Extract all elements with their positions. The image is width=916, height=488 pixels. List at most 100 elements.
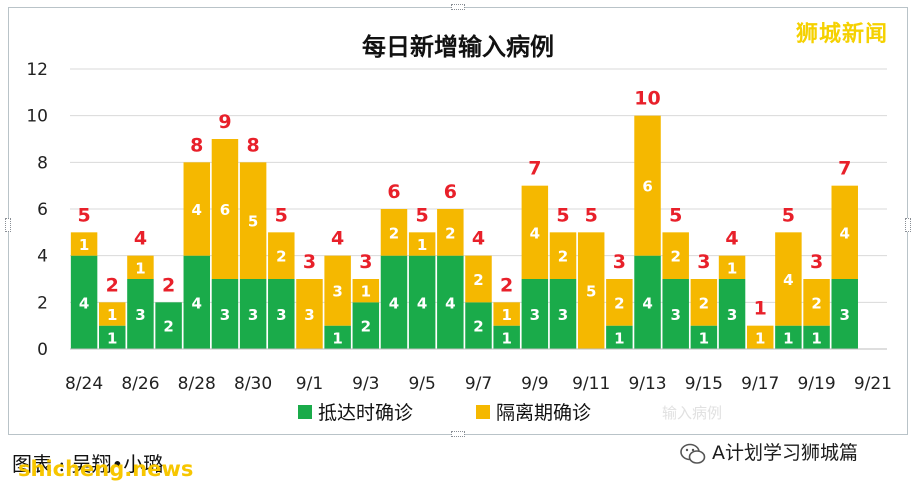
bar-quarantine-9/18: [775, 232, 802, 326]
data-label-total: 5: [556, 204, 569, 226]
data-label-arrival: 1: [783, 329, 793, 347]
data-label-quarantine: 1: [417, 236, 427, 254]
data-label-quarantine: 2: [558, 248, 568, 266]
bar-quarantine-9/17: [746, 325, 774, 349]
bar-quarantine-9/9: [521, 185, 549, 279]
y-tick-label: 12: [26, 60, 48, 80]
y-tick-label: 0: [37, 340, 48, 360]
resize-handle-top[interactable]: [451, 4, 465, 10]
resize-handle-right[interactable]: [905, 218, 911, 232]
data-label-total: 5: [77, 204, 90, 226]
data-label-total: 1: [754, 298, 767, 320]
data-label-total: 3: [697, 251, 710, 273]
wechat-account-name: A计划学习狮城篇: [712, 442, 858, 464]
data-label-quarantine: 2: [670, 248, 680, 266]
bar-arrival-8/24: [70, 255, 98, 349]
y-tick-label: 10: [26, 107, 48, 127]
bar-arrival-9/15: [690, 325, 718, 349]
data-label-quarantine: 1: [107, 306, 117, 324]
y-tick-label: 8: [37, 153, 48, 173]
bar-quarantine-8/31: [268, 232, 295, 279]
x-tick-label: 8/28: [178, 374, 216, 394]
data-label-quarantine: 4: [840, 224, 850, 242]
data-label-arrival: 3: [248, 306, 258, 324]
data-label-quarantine: 2: [445, 224, 455, 242]
data-label-quarantine: 1: [135, 259, 145, 277]
bar-arrival-9/12: [606, 325, 633, 349]
bar-arrival-9/6: [437, 255, 464, 349]
wechat-account: A计划学习狮城篇: [680, 438, 858, 465]
bar-arrival-9/9: [521, 279, 549, 349]
bar-quarantine-9/13: [634, 115, 661, 256]
data-label-quarantine: 2: [276, 248, 286, 266]
bar-quarantine-9/10: [549, 232, 577, 279]
bar-arrival-9/3: [352, 302, 380, 349]
data-label-arrival: 3: [670, 306, 680, 324]
data-label-arrival: 3: [135, 306, 145, 324]
bar-quarantine-9/12: [606, 279, 633, 326]
bar-quarantine-9/7: [465, 255, 492, 303]
bar-arrival-8/28: [183, 255, 211, 349]
data-label-total: 2: [500, 274, 513, 296]
data-label-arrival: 2: [361, 318, 371, 336]
data-label-quarantine: 2: [389, 224, 399, 242]
bar-quarantine-8/25: [99, 302, 126, 326]
x-tick-label: 9/13: [628, 374, 666, 394]
data-label-arrival: 4: [79, 294, 89, 312]
bar-arrival-8/26: [127, 279, 154, 349]
data-label-total: 3: [359, 251, 372, 273]
bar-arrival-9/18: [775, 325, 802, 349]
data-label-quarantine: 1: [501, 306, 511, 324]
data-label-quarantine: 2: [473, 271, 483, 289]
x-tick-label: 9/15: [685, 374, 723, 394]
bar-quarantine-8/26: [127, 255, 154, 279]
data-label-quarantine: 3: [304, 306, 314, 324]
bar-quarantine-9/14: [662, 232, 689, 279]
legend-swatch-quarantine: [476, 405, 490, 419]
bar-quarantine-9/4: [380, 209, 408, 256]
bar-arrival-8/31: [268, 279, 295, 349]
data-label-arrival: 4: [389, 294, 399, 312]
bar-arrival-9/10: [549, 279, 577, 349]
bar-quarantine-9/16: [718, 255, 746, 279]
data-label-total: 4: [134, 228, 147, 250]
bar-arrival-9/16: [718, 279, 746, 349]
chart-title: 每日新增输入病例: [362, 33, 554, 61]
data-label-total: 9: [218, 111, 231, 133]
data-label-total: 8: [247, 134, 260, 156]
x-tick-label: 9/7: [465, 374, 492, 394]
wechat-icon: [680, 443, 706, 464]
data-label-arrival: 1: [614, 329, 624, 347]
data-label-arrival: 4: [417, 294, 427, 312]
x-tick-label: 9/11: [572, 374, 610, 394]
data-label-total: 7: [838, 158, 851, 180]
data-label-total: 5: [275, 204, 288, 226]
data-label-total: 4: [725, 228, 738, 250]
resize-handle-left[interactable]: [5, 218, 11, 232]
bar-arrival-9/7: [465, 302, 492, 349]
bar-quarantine-9/15: [690, 279, 718, 326]
data-label-arrival: 3: [276, 306, 286, 324]
data-label-arrival: 3: [530, 306, 540, 324]
x-tick-label: 9/5: [408, 374, 435, 394]
data-label-quarantine: 3: [332, 283, 342, 301]
bar-arrival-8/29: [211, 279, 239, 349]
legend-label-arrival: 抵达时确诊: [318, 402, 413, 424]
y-tick-label: 6: [37, 200, 48, 220]
resize-handle-bottom[interactable]: [451, 431, 465, 437]
bar-arrival-9/8: [493, 325, 520, 349]
data-label-quarantine: 5: [586, 283, 596, 301]
bar-quarantine-9/8: [493, 302, 520, 326]
data-label-total: 6: [387, 181, 400, 203]
bar-quarantine-8/29: [211, 139, 239, 279]
legend-swatch-arrival: [298, 405, 312, 419]
bar-quarantine-9/6: [437, 209, 464, 256]
data-label-total: 5: [416, 204, 429, 226]
data-label-total: 6: [444, 181, 457, 203]
data-label-total: 4: [331, 228, 344, 250]
chart-caption: 图表 : 吴翔•小璐: [12, 452, 164, 476]
data-label-total: 5: [782, 204, 795, 226]
data-label-arrival: 3: [727, 306, 737, 324]
data-label-quarantine: 4: [783, 271, 793, 289]
